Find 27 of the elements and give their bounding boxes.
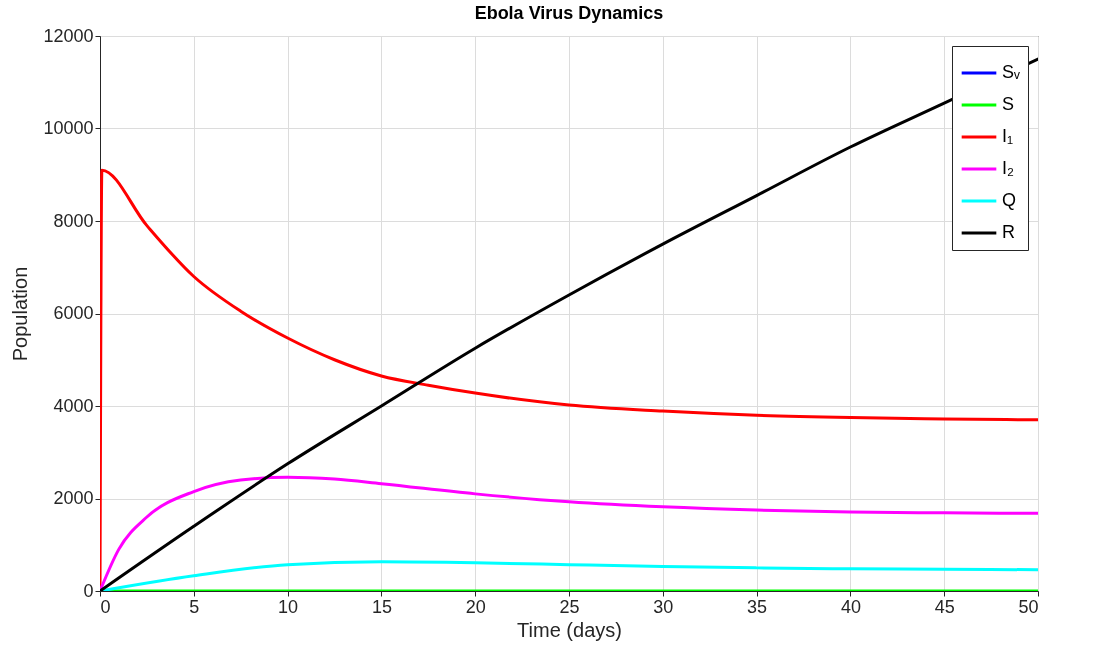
y-tick-label: 6000: [53, 303, 94, 323]
legend-label: I₂: [1002, 158, 1014, 178]
legend-label: Q: [1002, 190, 1017, 210]
x-axis-title: Time (days): [517, 618, 622, 641]
x-tick-label: 0: [100, 596, 111, 617]
x-tick-label: 35: [747, 596, 768, 617]
x-tick-label: 5: [189, 596, 200, 617]
legend-label: Sᵥ: [1002, 62, 1021, 82]
y-tick-label: 2000: [53, 488, 94, 508]
x-tick-label: 45: [934, 596, 955, 617]
x-tick-label: 15: [371, 596, 392, 617]
y-tick-label: 10000: [43, 118, 94, 138]
x-tick-label: 20: [465, 596, 486, 617]
y-tick-label: 8000: [53, 210, 94, 231]
y-tick-label: 4000: [53, 395, 94, 416]
legend-label: R: [1002, 222, 1015, 242]
x-tick-label: 25: [559, 596, 580, 617]
x-tick-label: 50: [1018, 596, 1039, 617]
legend-label: S: [1002, 94, 1015, 114]
x-tick-label: 40: [840, 596, 861, 617]
x-tick-label: 30: [653, 596, 674, 617]
x-tick-label: 10: [278, 596, 299, 617]
y-tick-label: 12000: [43, 25, 94, 46]
y-tick-label: 0: [83, 580, 94, 601]
chart-title: Ebola Virus Dynamics: [474, 3, 664, 23]
y-axis-title: Population: [9, 266, 32, 362]
legend-label: I₁: [1002, 126, 1014, 146]
